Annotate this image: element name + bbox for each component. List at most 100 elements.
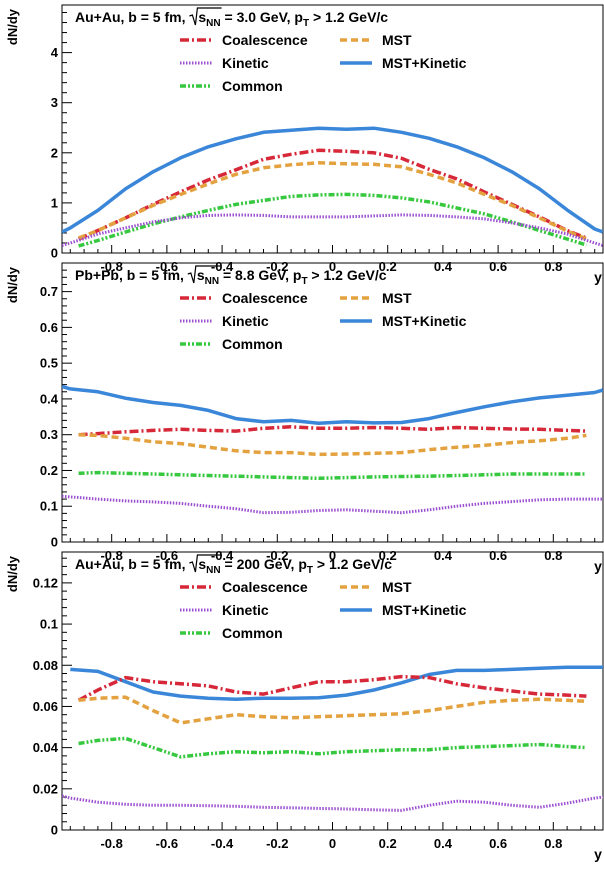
x-tick-label: -0.2 (266, 836, 288, 851)
legend-label-coalescence: Coalescence (222, 579, 308, 595)
sqrt-sign (189, 554, 222, 573)
legend: Coalescence MST Kinetic MST+Kinetic Common (180, 290, 467, 352)
title-subscript-nn: NN (206, 565, 220, 576)
series-line-kinetic (62, 494, 603, 515)
chart-panel-1: -0.8 -0.6 -0.4 -0.2 0 0.2 0.4 0.6 0.8y01234dN/dy… (5, 4, 604, 285)
x-tick-label: 0 (329, 548, 336, 563)
panel-title: Au+Au, b = 5 fm, sNN = 3.0 GeV, pT > 1.2… (75, 9, 388, 29)
chart-panel-2: -0.8 -0.6 -0.4 -0.2 0 0.2 0.4 0.6 0.8y00.10.20.3… (5, 262, 604, 574)
y-tick-label: 3 (51, 95, 58, 110)
x-axis-label: y (594, 269, 602, 285)
x-tick-label: 0.4 (434, 548, 453, 563)
plot-frame (61, 551, 604, 831)
legend-label-kinetic: Kinetic (222, 55, 269, 71)
y-tick-label: 0.4 (40, 391, 59, 406)
y-tick-label: 0 (51, 246, 58, 261)
x-tick-label: 0.8 (544, 259, 562, 274)
x-axis: -0.8 -0.6 -0.4 -0.2 0 0.2 0.4 0.6 0.8 (69, 822, 596, 851)
title-system: Au+Au, b = 5 fm, (75, 556, 189, 572)
y-axis: 0 1 2 3 4 (51, 12, 72, 261)
series-line-coalescence (77, 148, 588, 241)
title-sqrt-s: s (197, 267, 205, 283)
y-tick-label: 4 (51, 45, 59, 60)
y-tick-label: 0.7 (40, 284, 58, 299)
series-group (62, 665, 603, 812)
y-tick-label: 0 (51, 535, 58, 550)
title-subscript-t: T (303, 18, 309, 29)
legend: Coalescence MST Kinetic MST+Kinetic Common (180, 579, 467, 641)
legend-label-kinetic: Kinetic (222, 313, 269, 329)
series-line-common (78, 736, 587, 759)
title-energy: = 200 GeV, p (221, 556, 307, 572)
y-tick-label: 0.02 (33, 781, 58, 796)
y-axis-label: dN/dy (5, 555, 20, 592)
x-tick-label: 0.6 (489, 836, 507, 851)
title-subscript-t: T (301, 276, 307, 287)
legend-label-mst: MST (382, 32, 412, 48)
x-tick-label: 0.6 (489, 259, 507, 274)
title-subscript-nn: NN (205, 276, 219, 287)
series-line-common (78, 470, 587, 481)
series-line-common (78, 192, 587, 248)
series-group (62, 126, 603, 248)
legend-label-common: Common (222, 336, 283, 352)
y-tick-label: 0.5 (40, 356, 58, 371)
y-tick-label: 1 (51, 195, 58, 210)
y-tick-label: 0.06 (33, 699, 58, 714)
legend-label-mst: MST (382, 290, 412, 306)
title-subscript-t: T (307, 565, 313, 576)
title-system: Au+Au, b = 5 fm, (75, 9, 189, 25)
title-sqrt-s: s (198, 556, 206, 572)
legend-label-coalescence: Coalescence (222, 290, 308, 306)
series-group (62, 384, 603, 515)
sqrt-sign (189, 7, 222, 26)
y-axis: 0 0.02 0.04 0.06 0.08 0.1 0.12 (33, 557, 72, 838)
legend-label-common: Common (222, 625, 283, 641)
x-tick-label: 0.6 (489, 548, 507, 563)
y-tick-label: 0.04 (33, 740, 59, 755)
legend-label-mst-kinetic: MST+Kinetic (382, 602, 467, 618)
sqrt-sign (187, 265, 221, 284)
legend-label-mst-kinetic: MST+Kinetic (382, 55, 467, 71)
series-line-coalescence (78, 425, 587, 437)
series-line-mst-kinetic (62, 384, 603, 425)
title-energy: = 3.0 GeV, p (221, 9, 303, 25)
legend-label-mst: MST (382, 579, 412, 595)
x-tick-label: -0.6 (156, 836, 178, 851)
y-tick-label: 0.2 (40, 463, 58, 478)
title-sqrt-s: s (198, 9, 206, 25)
y-axis-label: dN/dy (5, 266, 20, 303)
series-line-mst (77, 161, 588, 241)
x-axis-label: y (594, 558, 602, 574)
series-line-coalescence (77, 674, 587, 702)
title-cut: > 1.2 GeV/c (308, 267, 387, 283)
x-tick-label: -0.4 (211, 836, 234, 851)
title-cut: > 1.2 GeV/c (313, 556, 392, 572)
x-tick-label: 0.4 (434, 259, 453, 274)
panel-title: Au+Au, b = 5 fm, sNN = 200 GeV, pT > 1.2… (75, 556, 392, 576)
y-tick-label: 0.6 (40, 320, 58, 335)
chart-panel-3: -0.8 -0.6 -0.4 -0.2 0 0.2 0.4 0.6 0.8 y 0 0.02 0.04 0… (5, 551, 604, 862)
y-tick-label: 0.12 (33, 575, 58, 590)
legend-label-common: Common (222, 78, 283, 94)
y-tick-label: 2 (51, 145, 58, 160)
legend-label-mst-kinetic: MST+Kinetic (382, 313, 467, 329)
series-line-mst (78, 695, 587, 725)
y-tick-label: 0.1 (40, 499, 58, 514)
title-subscript-nn: NN (206, 18, 220, 29)
x-tick-label: 0.4 (434, 836, 453, 851)
y-axis: 0 0.1 0.2 0.3 0.4 0.5 0.6 0.7 (40, 262, 72, 550)
x-tick-label: 0.8 (544, 548, 562, 563)
x-tick-label: 0.8 (544, 836, 562, 851)
x-tick-label: 0.2 (379, 836, 397, 851)
title-energy: = 8.8 GeV, p (219, 267, 301, 283)
x-tick-label: 0 (329, 836, 336, 851)
legend-label-coalescence: Coalescence (222, 32, 308, 48)
x-tick-label: -0.8 (100, 836, 122, 851)
series-line-mst-kinetic (70, 665, 603, 701)
legend-label-kinetic: Kinetic (222, 602, 269, 618)
series-line-kinetic (62, 213, 603, 247)
title-cut: > 1.2 GeV/c (309, 9, 388, 25)
y-tick-label: 0 (51, 823, 58, 838)
